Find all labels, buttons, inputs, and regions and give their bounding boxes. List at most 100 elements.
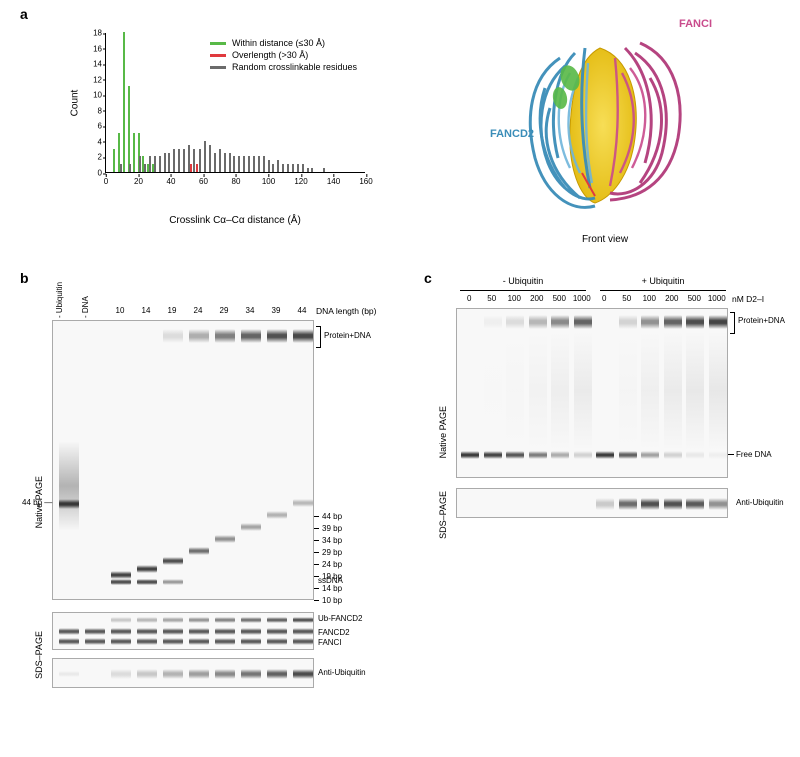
panel-c-anti-ub: Anti-Ubiquitin: [736, 498, 784, 507]
marker-text: 19 bp: [322, 572, 342, 581]
chart-bar: [292, 164, 294, 172]
panel-b-protein-dna-text: Protein+DNA: [324, 331, 371, 340]
chart-xtick: 140: [327, 177, 340, 186]
chart-bar: [243, 156, 245, 172]
marker-tick: [314, 552, 319, 553]
panel-b-lane-headers-num: 1014192429343944: [107, 306, 315, 315]
lane-label: 1000: [706, 294, 729, 303]
marker-text: 34 bp: [322, 536, 342, 545]
legend-text: Within distance (≤30 Å): [232, 38, 325, 48]
panel-c-native-gel: [456, 308, 728, 478]
chart-bar: [133, 133, 135, 172]
lane-label: 34: [237, 306, 263, 315]
legend-text: Random crosslinkable residues: [232, 62, 357, 72]
chart-bar: [323, 168, 325, 172]
panel-c-free-line: [728, 454, 734, 455]
legend-row: Within distance (≤30 Å): [210, 38, 357, 48]
chart-bar: [258, 156, 260, 172]
chart-bar: [277, 160, 279, 172]
chart-xtick: 160: [359, 177, 372, 186]
sds-row-label: FANCI: [318, 638, 342, 647]
chart-xtick: 0: [104, 177, 108, 186]
structure-caption: Front view: [500, 234, 710, 245]
marker-text: 29 bp: [322, 548, 342, 557]
chart-ytick: 18: [84, 29, 102, 38]
chart-bar: [297, 164, 299, 172]
marker-text: 10 bp: [322, 596, 342, 605]
lane-label: 200: [526, 294, 549, 303]
panel-b-native-gel: [52, 320, 314, 600]
protein-structure: FANCI FANCD2 Front view: [500, 18, 710, 243]
chart-bar: [164, 153, 166, 172]
lane-label: 500: [683, 294, 706, 303]
marker-tick: [314, 528, 319, 529]
lane-label: 200: [661, 294, 684, 303]
panel-b-lane-headers-vert: - Ubiquitin- DNA: [55, 276, 107, 318]
chart-bar: [123, 32, 125, 172]
chart-xtick: 20: [134, 177, 143, 186]
chart-bar: [173, 149, 175, 172]
panel-b: - Ubiquitin- DNA 1014192429343944 DNA le…: [30, 276, 400, 746]
legend-swatch: [210, 54, 226, 57]
panel-c: - Ubiquitin + Ubiquitin 0501002005001000…: [438, 276, 788, 576]
chart-bar: [287, 164, 289, 172]
chart-bar: [120, 164, 122, 172]
chart-xtick: 100: [262, 177, 275, 186]
chart-bar: [199, 149, 201, 172]
chart-ytick: 12: [84, 75, 102, 84]
panel-b-sds-side: SDS–PAGE: [34, 631, 44, 679]
chart-bar: [129, 164, 131, 172]
panel-c-lane-right: nM D2–I: [732, 294, 764, 304]
chart-ytick: 4: [84, 137, 102, 146]
chart-bar: [168, 153, 170, 172]
lane-label: 100: [503, 294, 526, 303]
panel-c-lane-nums: 05010020050010000501002005001000: [458, 294, 728, 303]
panel-b-anti-ub: Anti-Ubiquitin: [318, 668, 366, 677]
legend-row: Overlength (>30 Å): [210, 50, 357, 60]
panel-c-protein-dna: Protein+DNA: [738, 316, 785, 325]
chart-bar: [307, 168, 309, 172]
marker-tick: [314, 540, 319, 541]
panel-b-left-marker: 44 bp —: [22, 498, 52, 507]
panel-c-group-1: - Ubiquitin: [458, 276, 588, 286]
lane-label: 19: [159, 306, 185, 315]
panel-b-sds-gel-2: [52, 658, 314, 688]
chart-ytick: 14: [84, 60, 102, 69]
chart-xtick: 60: [199, 177, 208, 186]
chart-bar: [282, 164, 284, 172]
chart-legend: Within distance (≤30 Å) Overlength (>30 Å…: [210, 38, 357, 74]
panel-c-group-2: + Ubiquitin: [598, 276, 728, 286]
panel-c-sds-gel: [456, 488, 728, 518]
chart-bar: [263, 156, 265, 172]
chart-xtick: 80: [232, 177, 241, 186]
chart-ytick: 2: [84, 153, 102, 162]
chart-ytick: 8: [84, 106, 102, 115]
panel-a: 024681012141618020406080100120140160 Cou…: [20, 8, 780, 258]
panel-c-sds-side: SDS–PAGE: [438, 491, 448, 539]
legend-text: Overlength (>30 Å): [232, 50, 308, 60]
lane-label: 44: [289, 306, 315, 315]
lane-label: 0: [458, 294, 481, 303]
panel-b-label: b: [20, 270, 29, 286]
sds-row-label: FANCD2: [318, 628, 350, 637]
marker-tick: [314, 516, 319, 517]
panel-c-group-line-2: [600, 290, 726, 291]
panel-c-bracket: [730, 312, 735, 334]
legend-swatch: [210, 42, 226, 45]
lane-label: 500: [548, 294, 571, 303]
chart-bar: [149, 156, 151, 172]
marker-text: 24 bp: [322, 560, 342, 569]
chart-bar: [219, 149, 221, 172]
panel-c-group-line-1: [460, 290, 586, 291]
marker-tick: [314, 564, 319, 565]
marker-text: 44 bp: [322, 512, 342, 521]
chart-bar: [238, 156, 240, 172]
chart-xlabel: Crosslink Cα–Cα distance (Å): [105, 215, 365, 226]
lane-label: - Ubiquitin: [55, 276, 67, 318]
chart-bar: [209, 145, 211, 172]
legend-row: Random crosslinkable residues: [210, 62, 357, 72]
fanci-label: FANCI: [679, 18, 712, 30]
marker-tick: [314, 588, 319, 589]
chart-bar: [268, 160, 270, 172]
chart-ytick: 0: [84, 169, 102, 178]
